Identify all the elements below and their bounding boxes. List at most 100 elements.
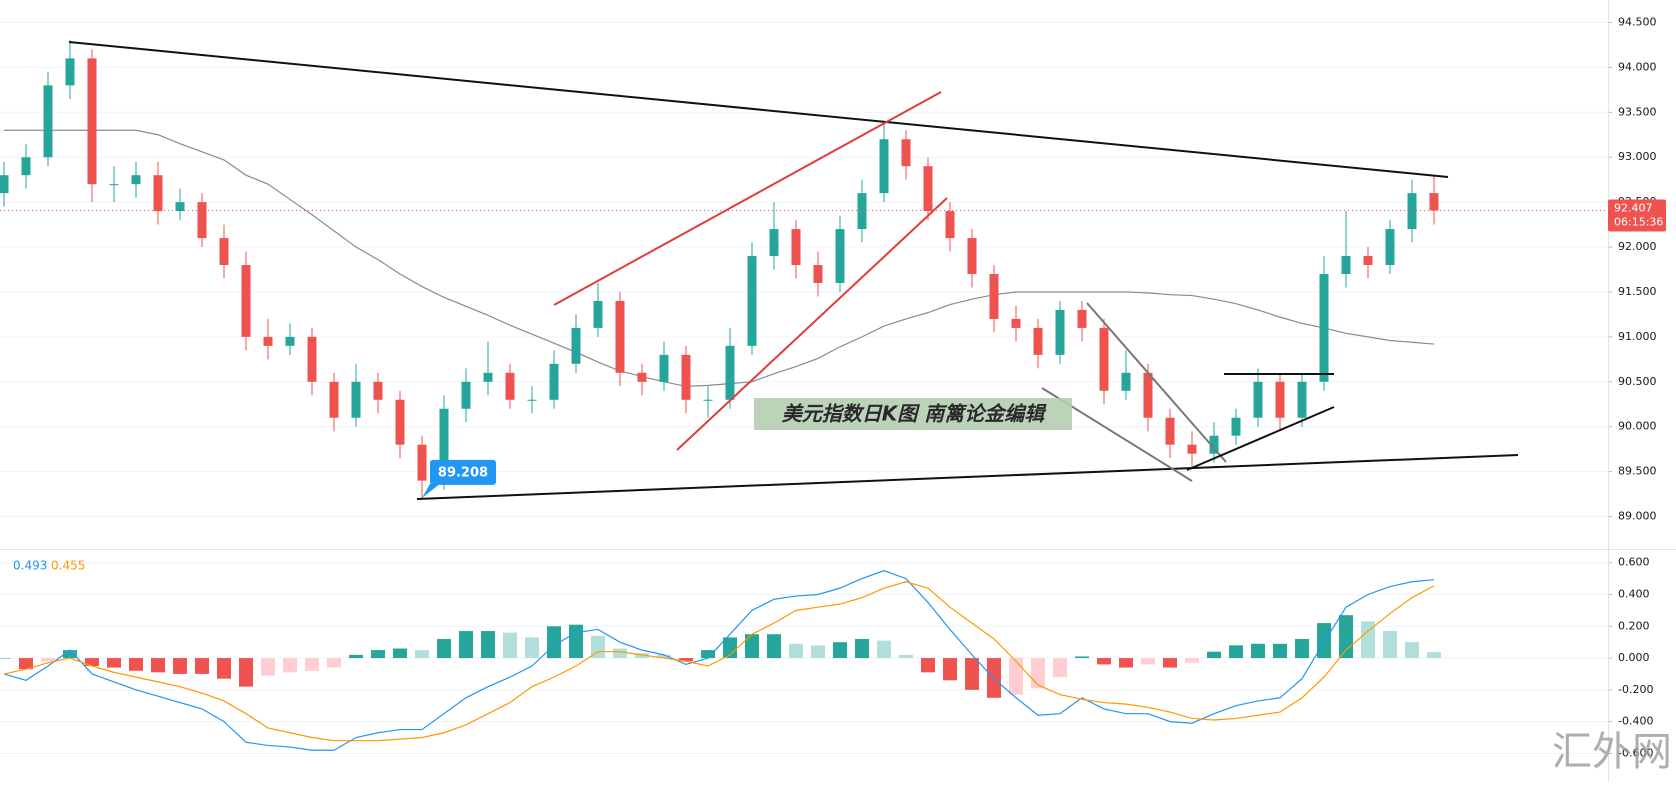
- macd-histogram-bar: [1075, 656, 1089, 659]
- candle-body: [681, 354, 691, 400]
- macd-histogram-bar: [767, 634, 781, 659]
- macd-histogram-bar: [195, 658, 209, 674]
- macd-histogram-bar: [1031, 658, 1045, 689]
- wedge-line: [1086, 302, 1227, 463]
- macd-legend-value: 0.493: [13, 559, 47, 573]
- candle-body: [637, 372, 647, 382]
- candle-body: [197, 202, 207, 239]
- candle-body: [1253, 381, 1263, 418]
- candle-body: [1319, 274, 1329, 382]
- candle-body: [989, 274, 999, 319]
- macd-histogram-bar: [635, 653, 649, 659]
- candle-body: [175, 202, 185, 212]
- candle-body: [483, 372, 493, 382]
- macd-histogram-bar: [1295, 638, 1309, 659]
- macd-histogram-bar: [1273, 643, 1287, 659]
- y-tick-label: 93.000: [1618, 150, 1657, 163]
- candle-body: [1033, 327, 1043, 355]
- candle-body: [285, 336, 295, 346]
- macd-histogram-bar: [701, 650, 715, 659]
- candle-body: [879, 139, 889, 194]
- macd-histogram-bar: [305, 658, 319, 671]
- macd-histogram-bar: [1163, 658, 1177, 668]
- macd-histogram-bar: [1361, 621, 1375, 659]
- candle-body: [219, 238, 229, 266]
- macd-histogram-bar: [239, 658, 253, 687]
- candle-body: [109, 184, 119, 186]
- candle-body: [65, 58, 75, 86]
- macd-histogram-bar: [965, 658, 979, 690]
- macd-line: [3, 581, 1435, 742]
- candle-body: [1341, 256, 1351, 274]
- price-tag-value: 92.407: [1614, 201, 1653, 214]
- candle-body: [527, 399, 537, 401]
- candle-body: [21, 157, 31, 176]
- candle-body: [153, 175, 163, 212]
- price-tag-countdown: 06:15:36: [1614, 215, 1663, 228]
- y-tick-label: 0.200: [1618, 619, 1650, 632]
- candle-body: [1143, 372, 1153, 418]
- candle-body: [1121, 372, 1131, 391]
- low-tag-value: 89.208: [438, 465, 488, 480]
- macd-histogram-bar: [1119, 658, 1133, 668]
- candle-body: [1077, 309, 1087, 328]
- macd-histogram-bar: [151, 658, 165, 673]
- macd-histogram-bar: [1053, 658, 1067, 678]
- candle-body: [373, 381, 383, 400]
- candle-body: [1429, 193, 1439, 211]
- macd-histogram-bar: [833, 642, 847, 659]
- y-tick-label: 90.500: [1618, 375, 1657, 388]
- y-tick-label: 90.000: [1618, 420, 1657, 433]
- macd-legend-value: 0.455: [51, 559, 85, 573]
- trend-line: [68, 41, 1449, 178]
- candle-body: [1407, 193, 1417, 230]
- candle-body: [813, 265, 823, 283]
- y-tick-label: 89.000: [1618, 510, 1657, 523]
- macd-histogram-bar: [1339, 615, 1353, 659]
- macd-histogram-bar: [679, 658, 693, 662]
- candle-body: [571, 327, 581, 364]
- candle-body: [967, 238, 977, 274]
- macd-histogram-bar: [723, 637, 737, 659]
- moving-average: [4, 129, 1435, 387]
- candle-body: [329, 381, 339, 418]
- y-tick-label: 89.500: [1618, 465, 1657, 478]
- candle-body: [395, 399, 405, 445]
- y-tick-label: 91.500: [1618, 285, 1657, 298]
- candle-body: [1209, 435, 1219, 454]
- macd-histogram-bar: [327, 658, 341, 668]
- candle-body: [1165, 417, 1175, 445]
- y-tick-label: 91.000: [1618, 330, 1657, 343]
- macd-histogram-bar: [613, 648, 627, 659]
- candle-body: [835, 229, 845, 283]
- macd-histogram-bar: [899, 654, 913, 659]
- macd-histogram-bar: [481, 631, 495, 659]
- candle-body: [1055, 309, 1065, 355]
- macd-histogram-bar: [349, 654, 363, 659]
- channel-line: [676, 197, 948, 451]
- y-tick-label: 94.500: [1618, 15, 1657, 28]
- macd-histogram-bar: [591, 635, 605, 659]
- macd-histogram-bar: [1229, 645, 1243, 659]
- candle-body: [857, 193, 867, 230]
- macd-histogram-bar: [1405, 642, 1419, 659]
- y-tick-label: 0.600: [1618, 556, 1650, 569]
- macd-histogram-bar: [1141, 658, 1155, 665]
- macd-histogram-bar: [217, 658, 231, 679]
- macd-histogram-bar: [921, 658, 935, 673]
- macd-histogram-bar: [1207, 651, 1221, 659]
- macd-histogram-bar: [811, 645, 825, 659]
- macd-histogram-bar: [657, 654, 671, 659]
- macd-histogram-bar: [0, 658, 11, 659]
- y-tick-label: 93.500: [1618, 105, 1657, 118]
- candle-body: [791, 229, 801, 266]
- macd-histogram-bar: [1317, 623, 1331, 659]
- candle-body: [241, 265, 251, 337]
- candle-body: [307, 336, 317, 382]
- macd-histogram-bar: [261, 658, 275, 676]
- candle-body: [1363, 256, 1373, 266]
- y-tick-label: 94.000: [1618, 60, 1657, 73]
- macd-histogram-bar: [547, 626, 561, 659]
- y-tick-label: -0.400: [1618, 715, 1653, 728]
